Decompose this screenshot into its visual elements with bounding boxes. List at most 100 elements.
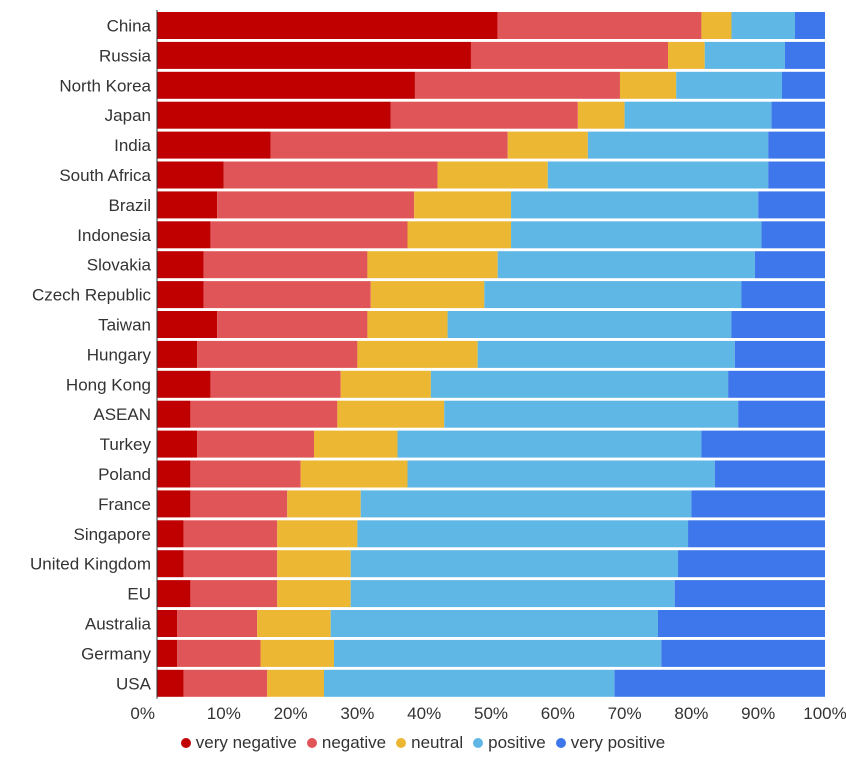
bar-segment xyxy=(270,131,508,159)
bar-segment xyxy=(624,101,772,129)
bar-segment xyxy=(367,251,498,279)
bar-segment xyxy=(619,71,677,99)
bar-segment xyxy=(497,251,755,279)
bar-segment xyxy=(674,580,825,608)
bar-segment xyxy=(340,370,431,398)
x-tick-label: 0% xyxy=(130,704,155,723)
x-tick-label: 40% xyxy=(407,704,441,723)
bar-segment xyxy=(484,281,742,309)
legend-label: neutral xyxy=(411,733,464,752)
category-label: Turkey xyxy=(100,435,152,454)
bar-segment xyxy=(397,430,702,458)
bar-segment xyxy=(390,101,578,129)
bar-segment xyxy=(190,490,288,518)
bar-segment xyxy=(157,610,178,637)
bar-segment xyxy=(157,191,218,219)
legend-label: negative xyxy=(321,733,387,752)
bar-segment xyxy=(157,71,415,99)
category-label: Taiwan xyxy=(98,316,151,335)
x-tick-label: 60% xyxy=(541,704,575,723)
legend-label: positive xyxy=(488,733,546,752)
legend-item: positive xyxy=(473,733,546,753)
x-tick-label: 10% xyxy=(207,704,241,723)
bar-segment xyxy=(183,520,278,548)
bar-segment xyxy=(357,520,689,548)
bar-segment xyxy=(190,400,338,428)
bar-segment xyxy=(437,161,548,189)
bar-segment xyxy=(497,12,702,39)
bar-segment xyxy=(157,161,224,189)
legend-marker xyxy=(555,738,566,748)
bar-segment xyxy=(157,669,184,697)
legend-item: neutral xyxy=(396,733,463,753)
bar-segment xyxy=(157,101,391,129)
bar-segment xyxy=(704,41,785,69)
legend-marker xyxy=(180,738,191,748)
bar-segment xyxy=(768,161,825,189)
bar-segment xyxy=(313,430,398,458)
bar-segment xyxy=(507,131,588,159)
bar-segment xyxy=(367,311,448,338)
bar-segment xyxy=(157,520,184,548)
bar-segment xyxy=(267,669,324,697)
bar-segment xyxy=(157,370,211,398)
bar-segment xyxy=(157,340,198,368)
bar-segment xyxy=(277,550,351,578)
category-label: China xyxy=(107,17,152,36)
bar-segment xyxy=(157,430,198,458)
bar-segment xyxy=(734,340,825,368)
category-labels: China Russia North Korea Japan India South Af… xyxy=(30,17,152,694)
bar-segment xyxy=(668,41,705,69)
bar-segment xyxy=(330,610,658,637)
category-label: Hong Kong xyxy=(66,375,151,394)
bar-segment xyxy=(758,191,825,219)
x-tick-label: 30% xyxy=(340,704,374,723)
x-tick-label: 100% xyxy=(803,704,846,723)
bars-group xyxy=(157,12,825,697)
bar-segment xyxy=(407,221,512,249)
bar-segment xyxy=(177,639,261,667)
category-label: Russia xyxy=(99,46,152,65)
bar-segment xyxy=(287,490,361,518)
bar-segment xyxy=(277,520,358,548)
bar-segment xyxy=(157,639,178,667)
bar-segment xyxy=(223,161,438,189)
bar-segment xyxy=(350,550,679,578)
bar-segment xyxy=(511,221,762,249)
bar-segment xyxy=(334,639,662,667)
bar-segment xyxy=(210,221,408,249)
bar-segment xyxy=(782,71,825,99)
bar-segment xyxy=(414,191,512,219)
bar-segment xyxy=(444,400,739,428)
bar-segment xyxy=(731,12,795,39)
bar-segment xyxy=(577,101,625,129)
bar-segment xyxy=(337,400,445,428)
bar-segment xyxy=(157,12,498,39)
bar-segment xyxy=(547,161,769,189)
bar-segment xyxy=(157,41,471,69)
bar-segment xyxy=(761,221,825,249)
category-label: Brazil xyxy=(108,196,151,215)
bar-segment xyxy=(447,311,732,338)
bar-segment xyxy=(300,460,408,488)
bar-segment xyxy=(157,311,218,338)
bar-segment xyxy=(190,580,278,608)
bar-segment xyxy=(157,400,191,428)
category-label: Slovakia xyxy=(87,256,152,275)
legend-label: very positive xyxy=(570,733,666,752)
bar-segment xyxy=(183,550,278,578)
x-tick-labels: 0% 10% 20% 30% 40% 50% 60% 70% 80% 90% 100% xyxy=(130,704,846,723)
legend-marker xyxy=(473,738,484,748)
category-label: Czech Republic xyxy=(32,286,152,305)
bar-segment xyxy=(614,669,825,697)
bar-segment xyxy=(260,639,335,667)
category-label: Singapore xyxy=(73,525,151,544)
bar-segment xyxy=(731,311,825,338)
bar-segment xyxy=(157,490,191,518)
bar-segment xyxy=(688,520,825,548)
bar-segment xyxy=(728,370,825,398)
bar-segment xyxy=(754,251,825,279)
stacked-bar-chart: China Russia North Korea Japan India South Af… xyxy=(30,10,846,723)
category-label: Poland xyxy=(98,465,151,484)
bar-segment xyxy=(157,251,204,279)
